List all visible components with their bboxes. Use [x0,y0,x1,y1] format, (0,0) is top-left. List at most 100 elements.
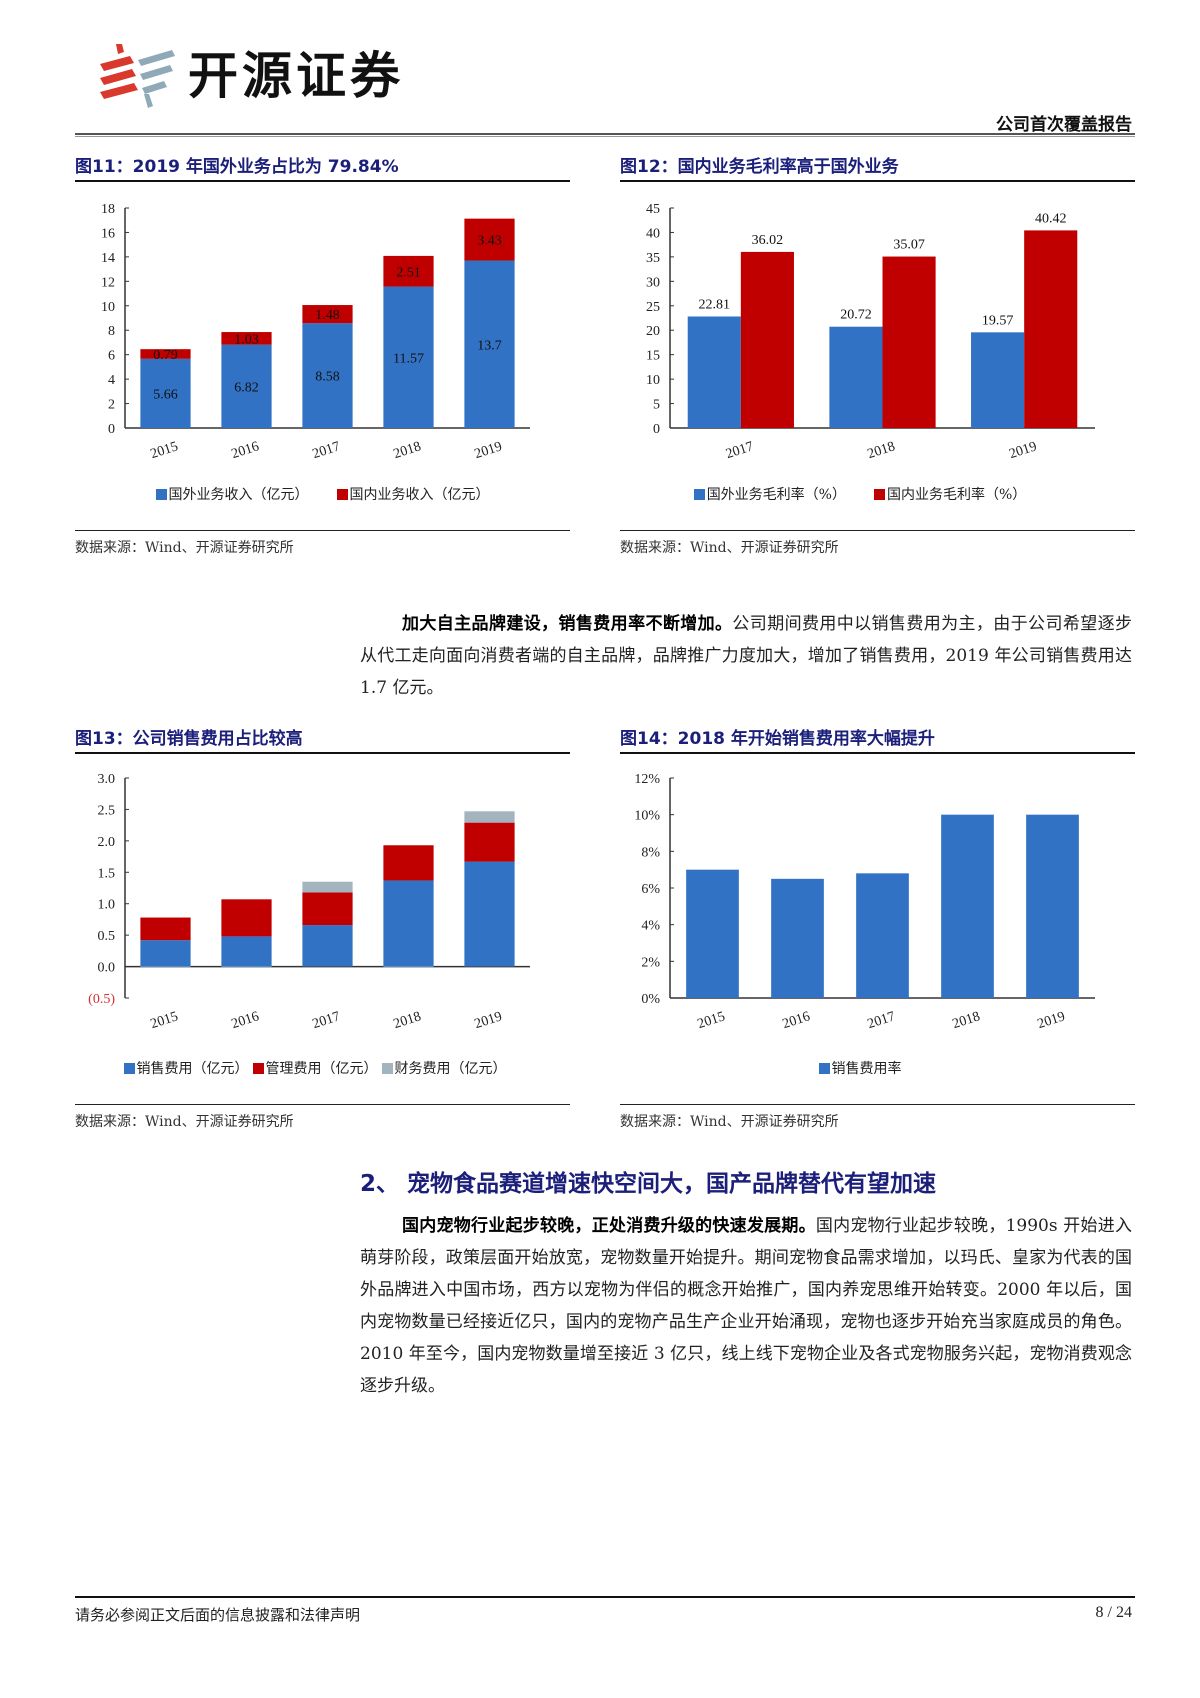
legend-swatch-gray [381,1062,393,1074]
y-tick-label: 35 [646,251,660,266]
x-tick-label: 2018 [951,1009,982,1032]
x-tick-label: 2017 [311,1009,342,1032]
bar-segment [221,899,272,937]
chart-svg: 0 2 4 6 8 10 12 14 16 18 5.66 0.79 2015 6.82 1.03 2016 8… [101,202,530,462]
bar-segment [221,966,272,968]
figure-12-source-rule [620,530,1135,531]
bar-segment [140,917,191,941]
bar-segment [464,260,515,428]
bar-segment [140,349,191,359]
footer-disclaimer: 请务必参阅正文后面的信息披露和法律声明 [75,1606,361,1624]
y-tick-label: 2.5 [98,803,116,818]
y-tick-label: 2% [641,955,660,970]
figure-11-legend: 国外业务收入（亿元） 国内业务收入（亿元） [75,484,570,504]
bar-segment [302,323,353,428]
bar [771,878,824,998]
bar-segment [140,358,191,428]
bar-segment [302,881,353,893]
paragraph-selling-expenses: 加大自主品牌建设，销售费用率不断增加。公司期间费用中以销售费用为主，由于公司希望… [360,608,1132,704]
y-tick-label: 12% [634,772,660,787]
bar-value-label: 0.79 [153,348,178,363]
y-tick-label: 18 [101,202,115,217]
y-tick-label: 0.0 [98,961,116,976]
figure-14-source: 数据来源：Wind、开源证券研究所 [620,1114,839,1130]
y-tick-label: 2.0 [98,835,116,850]
bar-value-label: 35.07 [893,238,925,253]
x-tick-label: 2018 [866,439,897,462]
figure-13-title-rule [75,752,570,754]
bar-segment [140,966,191,968]
brand-name: 开源证券 [188,47,404,105]
legend-swatch-red [874,488,885,500]
chart-svg: (0.5) 0.0 0.5 1.0 1.5 2.0 2.5 3.0 2015 2016 2017 20… [88,772,530,1032]
bar-segment [464,811,515,823]
bar-segment [383,880,434,967]
y-tick-label: 8 [108,324,115,339]
y-tick-label: 4 [108,373,115,388]
figure-13-title: 图13：公司销售费用占比较高 [75,729,303,749]
paragraph-lead: 加大自主品牌建设，销售费用率不断增加。 [402,614,733,634]
bar-value-label: 20.72 [840,308,872,323]
x-tick-label: 2019 [473,439,504,462]
bar [686,869,739,998]
bar-value-label: 1.03 [234,332,259,347]
bar-value-label: 19.57 [982,313,1014,328]
legend-swatch-blue [693,488,705,500]
x-tick-label: 2017 [866,1009,897,1032]
legend-item-admin-expense: 管理费用（亿元） [252,1058,378,1078]
paragraph-body: 国内宠物行业起步较晚，1990s 开始进入萌芽阶段，政策层面开始放宽，宠物数量开… [360,1216,1132,1396]
y-tick-label: 6% [641,882,660,897]
bar-segment [383,966,434,968]
x-tick-label: 2019 [473,1009,504,1032]
x-tick-label: 2018 [392,1009,423,1032]
figure-14-title: 图14：2018 年开始销售费用率大幅提升 [620,729,935,749]
x-tick-label: 2019 [1036,1009,1067,1032]
y-tick-label: 3.0 [98,772,116,787]
y-tick-label: 14 [101,251,115,266]
x-tick-label: 2015 [696,1009,727,1032]
y-tick-label: 10% [634,809,660,824]
header-divider [75,133,1135,137]
figure-14-chart: 0% 2% 4% 6% 8% 10% 12% 2015 2016 2017 2018 2019 [620,766,1135,1056]
bar-segment [221,344,272,428]
figure-13-chart: (0.5) 0.0 0.5 1.0 1.5 2.0 2.5 3.0 2015 2016 2017 20… [75,766,570,1056]
bar-segment [302,925,353,967]
bar-value-label: 3.43 [477,234,502,249]
x-tick-label: 2016 [230,439,261,462]
y-tick-label: 0 [653,422,660,437]
y-tick-label: 40 [646,226,660,241]
legend-swatch-blue [155,488,167,500]
bar-segment [140,940,191,967]
x-tick-label: 2018 [392,439,423,462]
logo-mark-icon [98,42,176,110]
figure-14-source-rule [620,1104,1135,1105]
legend-swatch-blue [818,1062,830,1074]
y-tick-label: 10 [646,373,660,388]
legend-item-selling-expense: 销售费用（亿元） [123,1058,249,1078]
bar-value-label: 1.48 [315,308,340,323]
figure-13-source-rule [75,1104,570,1105]
figure-12-title: 图12：国内业务毛利率高于国外业务 [620,157,899,177]
bar [941,814,994,998]
bar [856,873,909,998]
y-tick-label: 30 [646,275,660,290]
legend-item-overseas-margin: 国外业务毛利率（%） [693,484,846,504]
bar [1024,230,1078,428]
bar [1026,814,1079,998]
x-tick-label: 2015 [149,1009,180,1032]
figure-12-legend: 国外业务毛利率（%） 国内业务毛利率（%） [620,484,1100,504]
y-tick-label: 8% [641,845,660,860]
paragraph-pet-industry: 国内宠物行业起步较晚，正处消费升级的快速发展期。国内宠物行业起步较晚，1990s… [360,1210,1132,1402]
y-tick-label: 15 [646,349,660,364]
legend-item-selling-expense-ratio: 销售费用率 [818,1058,902,1078]
bar-value-label: 13.7 [477,338,502,353]
report-type-label: 公司首次覆盖报告 [996,115,1132,135]
bar [971,332,1025,428]
bar-segment [221,936,272,967]
bar-value-label: 5.66 [153,387,178,402]
chart-svg: 0% 2% 4% 6% 8% 10% 12% 2015 2016 2017 2018 2019 [634,772,1095,1032]
figure-14-title-rule [620,752,1135,754]
x-tick-label: 2016 [230,1009,261,1032]
x-tick-label: 2017 [724,439,755,462]
footer-divider [75,1596,1135,1598]
